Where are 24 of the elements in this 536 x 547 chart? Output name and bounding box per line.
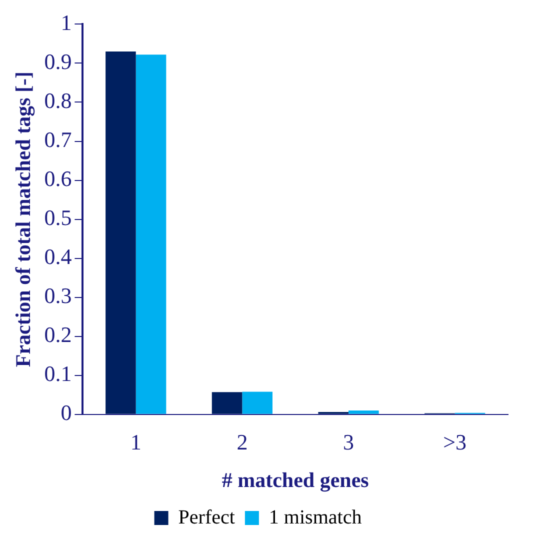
legend-label: 1 mismatch xyxy=(268,506,362,528)
y-tick-label: 0.1 xyxy=(44,361,72,386)
legend-label: Perfect xyxy=(178,506,236,528)
bar xyxy=(136,54,166,414)
y-tick-label: 0.4 xyxy=(44,244,72,270)
bar xyxy=(348,410,379,414)
y-tick-label: 0.8 xyxy=(44,88,72,114)
bar xyxy=(106,52,136,414)
bar xyxy=(212,392,242,414)
y-tick-label: 0.9 xyxy=(44,49,72,74)
y-tick-label: 0.6 xyxy=(44,166,72,192)
y-tick-label: 0.3 xyxy=(44,283,72,308)
x-tick-label: 3 xyxy=(343,429,354,454)
x-tick-label: 2 xyxy=(236,429,248,454)
bar xyxy=(242,392,272,414)
x-tick-label: 1 xyxy=(130,429,142,454)
y-tick-label: 0.2 xyxy=(44,322,72,348)
y-axis-title: Fraction of total matched tags [-] xyxy=(11,71,36,368)
y-tick-label: 0.5 xyxy=(44,205,72,230)
y-tick-label: 0.7 xyxy=(44,127,72,152)
x-tick-label: >3 xyxy=(443,429,467,454)
x-axis-title: # matched genes xyxy=(222,468,369,492)
y-tick-label: 1 xyxy=(60,10,72,35)
y-tick-label: 0 xyxy=(60,400,72,426)
